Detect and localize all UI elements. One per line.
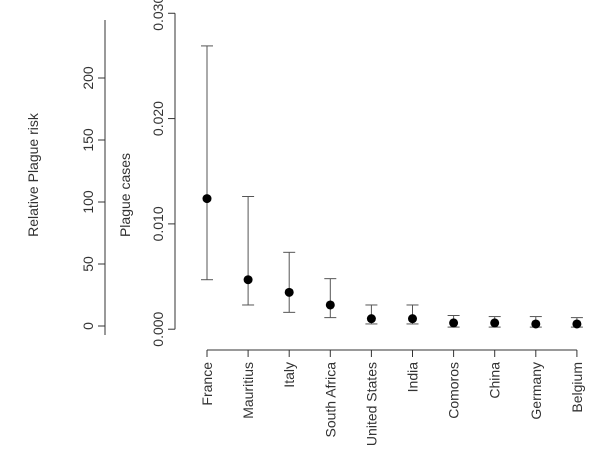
- data-point: [490, 318, 500, 328]
- data-point: [366, 314, 376, 324]
- country-tick-label: South Africa: [322, 362, 338, 438]
- country-tick-label: Mauritius: [240, 362, 256, 419]
- relative-risk-tick-label: 0: [80, 322, 96, 330]
- plague-cases-axis: 0.000 0.010 0.020 0.030: [150, 0, 176, 347]
- relative-risk-tick-label: 200: [80, 66, 96, 90]
- plague-cases-tick-label: 0.010: [150, 206, 166, 241]
- plague-cases-tick-label: 0.020: [150, 101, 166, 136]
- country-tick-label: Comoros: [446, 362, 462, 419]
- relative-risk-tick-label: 100: [80, 190, 96, 214]
- plague-cases-tick-label: 0.030: [150, 0, 166, 31]
- data-point: [243, 275, 253, 285]
- relative-risk-tick-label: 150: [80, 128, 96, 152]
- country-axis: France Mauritius Italy South Africa United S…: [199, 349, 585, 446]
- data-point: [531, 319, 541, 329]
- data-point: [408, 314, 417, 324]
- plague-cases-tick-label: 0.000: [150, 311, 166, 346]
- plague-cases-axis-title: Plague cases: [117, 153, 133, 237]
- country-tick-label: Italy: [281, 362, 297, 388]
- data-point: [449, 318, 459, 328]
- country-tick-label: Germany: [528, 362, 544, 420]
- relative-risk-axis: 0 50 100 150 200: [80, 20, 106, 335]
- relative-risk-axis-title: Relative Plague risk: [25, 112, 41, 237]
- data-point: [284, 287, 294, 297]
- data-point: [572, 319, 582, 329]
- country-tick-label: China: [487, 362, 503, 399]
- country-tick-label: Belgium: [569, 362, 585, 413]
- data-point: [325, 300, 335, 310]
- relative-risk-tick-label: 50: [80, 256, 96, 272]
- data-point: [202, 194, 212, 204]
- plot-points: [201, 45, 583, 329]
- country-tick-label: United States: [363, 362, 379, 446]
- country-tick-label: India: [405, 362, 421, 393]
- country-tick-label: France: [199, 362, 215, 406]
